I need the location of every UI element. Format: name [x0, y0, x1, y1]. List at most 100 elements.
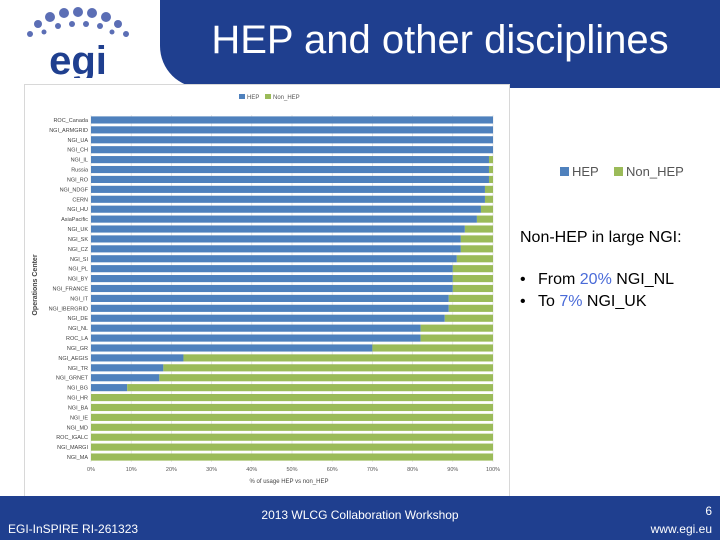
category-label: NGI_NL: [68, 326, 88, 332]
chart-legend: HEP Non_HEP: [239, 94, 300, 101]
bar-hep: [91, 324, 421, 332]
bar-non-hep: [488, 175, 493, 184]
category-label: NGI_IT: [70, 296, 88, 302]
bar-non-hep: [484, 195, 493, 203]
category-label: NGI_NDGF: [60, 187, 89, 193]
bar-non-hep: [159, 374, 493, 382]
bar-non-hep: [183, 354, 493, 362]
bar-hep: [91, 284, 453, 293]
bar-non-hep: [372, 344, 493, 352]
highlight-value: 7%: [559, 293, 583, 310]
category-labels: ROC_Canada NGI_ARMGRID NGI_UA NGI_CH NGI_IL R…: [49, 118, 89, 461]
logo-dots-icon: [27, 7, 129, 37]
category-label: NGI_CH: [67, 148, 88, 154]
stacked-bar-chart: ROC_Canada NGI_ARMGRID NGI_UA NGI_CH NGI_IL R…: [32, 94, 500, 485]
category-label: NGI_PL: [68, 267, 88, 273]
category-label: NGI_GRNET: [56, 376, 89, 382]
category-label: NGI_DE: [68, 316, 89, 322]
bar-hep: [91, 384, 128, 392]
x-tick-label: 60%: [327, 467, 338, 473]
category-label: ROC_LA: [66, 336, 88, 342]
category-label: NGI_UA: [68, 138, 89, 144]
category-label: NGI_CZ: [68, 247, 89, 253]
bar-non-hep: [420, 334, 493, 342]
bar-non-hep: [460, 245, 493, 253]
y-axis-title: Operations Center: [32, 254, 39, 315]
bar-hep: [91, 265, 453, 273]
category-label: AsiaPacific: [61, 217, 88, 223]
bar-hep: [91, 294, 449, 302]
category-label: NGI_AEGIS: [58, 356, 88, 362]
bar-hep: [91, 146, 493, 154]
legend-non-hep-swatch: [265, 94, 271, 99]
bar-non-hep: [444, 314, 493, 322]
x-tick-label: 50%: [286, 467, 297, 473]
chart-bars: [91, 116, 494, 461]
x-tick-label: 10%: [126, 467, 137, 473]
bar-hep: [91, 245, 461, 253]
category-label: NGI_SI: [70, 257, 89, 263]
bar-hep: [91, 235, 461, 243]
side-legend-hep-label: HEP: [572, 164, 599, 180]
bar-hep: [91, 205, 481, 213]
legend-hep-label: HEP: [247, 95, 259, 101]
x-tick-label: 0%: [87, 467, 95, 473]
bar-non-hep: [448, 294, 493, 302]
category-label: ROC_Canada: [53, 118, 88, 124]
bar-non-hep: [452, 284, 493, 293]
title-bar: HEP and other disciplines: [160, 0, 720, 88]
bar-hep: [91, 116, 493, 124]
footer-event: 2013 WLCG Collaboration Workshop: [261, 508, 459, 522]
bar-hep: [91, 304, 449, 312]
note-bullet-from: • From 20% NGI_NL: [520, 271, 675, 288]
bar-hep: [91, 255, 457, 263]
x-axis-title: % of usage HEP vs non_HEP: [250, 479, 329, 485]
bar-non-hep: [91, 433, 493, 441]
highlight-value: 20%: [579, 271, 612, 288]
bar-non-hep: [91, 443, 493, 451]
bar-hep: [91, 165, 489, 174]
bar-non-hep: [480, 205, 493, 213]
category-label: NGI_FRANCE: [53, 287, 89, 293]
bar-hep: [91, 354, 184, 362]
category-label: NGI_HR: [67, 396, 88, 402]
bar-non-hep: [488, 165, 493, 174]
bar-hep: [91, 175, 489, 184]
side-legend-non-hep-swatch: [613, 167, 623, 177]
x-tick-label: 90%: [447, 467, 458, 473]
bar-hep: [91, 185, 485, 193]
x-tick-label: 70%: [367, 467, 378, 473]
chart-frame: ROC_Canada NGI_ARMGRID NGI_UA NGI_CH NGI_IL R…: [24, 84, 510, 498]
slide-footer: EGI-InSPIRE RI-261323 2013 WLCG Collabor…: [0, 496, 720, 540]
bar-non-hep: [488, 156, 493, 164]
category-label: NGI_IBERGRID: [49, 306, 88, 312]
page-number: 6: [705, 504, 712, 518]
category-label: NGI_RO: [67, 177, 89, 183]
category-label: NGI_UK: [68, 227, 89, 233]
category-label: NGI_IL: [71, 158, 88, 164]
category-label: NGI_ARMGRID: [49, 128, 88, 134]
bar-non-hep: [91, 403, 493, 412]
bar-hep: [91, 374, 160, 382]
category-label: NGI_SK: [68, 237, 89, 243]
bar-hep: [91, 334, 421, 342]
bar-hep: [91, 364, 164, 372]
bar-non-hep: [476, 215, 493, 223]
bar-non-hep: [452, 275, 493, 283]
category-label: CERN: [72, 197, 88, 203]
bar-non-hep: [91, 393, 493, 402]
logo-text: egi: [49, 39, 107, 78]
bar-hep: [91, 126, 493, 134]
bar-non-hep: [91, 423, 493, 431]
egi-logo: egi: [10, 4, 150, 83]
slide-header: egi HEP and other disciplines: [0, 0, 720, 88]
category-label: NGI_IE: [70, 415, 88, 421]
footer-project-id: EGI-InSPIRE RI-261323: [8, 522, 139, 536]
slide-title: HEP and other disciplines: [211, 18, 669, 62]
category-label: NGI_MA: [67, 455, 88, 461]
egi-logo-graphic: egi: [27, 7, 129, 83]
bar-non-hep: [127, 384, 494, 392]
x-tick-label: 80%: [407, 467, 418, 473]
footer-website: www.egi.eu: [650, 522, 712, 536]
category-label: ROC_IGALC: [56, 435, 88, 441]
